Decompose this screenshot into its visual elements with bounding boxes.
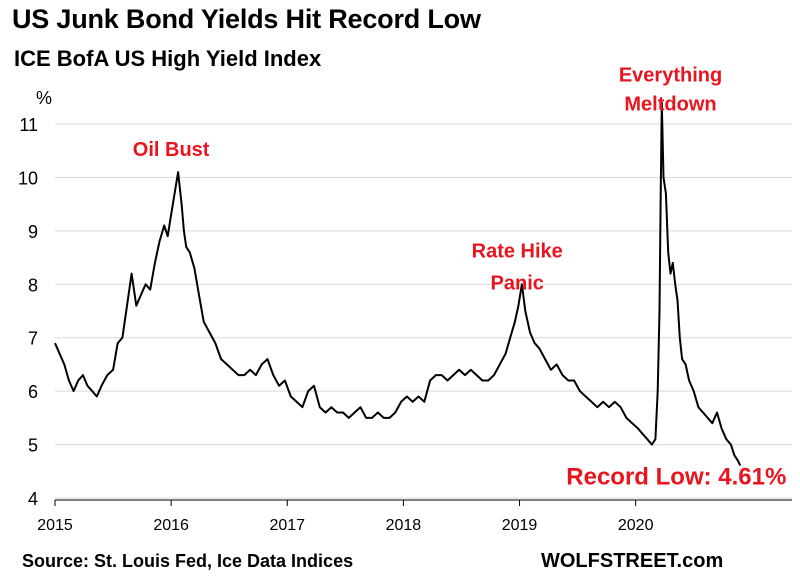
x-tick-label: 2018 [386, 517, 422, 534]
annotation-label: Panic [491, 273, 544, 295]
annotation-label: Record Low: 4.61% [566, 464, 786, 491]
x-tick-label: 2017 [269, 517, 305, 534]
annotation-label: Meltdown [624, 94, 716, 116]
y-tick-label: 11 [19, 115, 38, 135]
y-tick-label: 6 [28, 382, 38, 402]
y-tick-label: 5 [28, 436, 38, 456]
y-tick-label: 9 [28, 222, 38, 242]
annotations: Oil Bust Rate Hike Panic Everything Meltdown… [133, 64, 787, 490]
source-note: Source: St. Louis Fed, Ice Data Indices [22, 551, 354, 571]
chart-title: US Junk Bond Yields Hit Record Low [12, 4, 481, 34]
annotation-label: Oil Bust [133, 139, 210, 161]
x-tick-label: 2020 [618, 517, 654, 534]
annotation-label: Everything [619, 64, 722, 86]
y-tick-label: 4 [28, 489, 38, 509]
y-tick-label: 10 [18, 168, 38, 188]
brand-logo: WOLFSTREET.com [541, 550, 724, 572]
y-axis-label: % [36, 88, 52, 108]
axes: 4 5 6 7 8 9 10 11% 2015 2016 2017 2018 2019 2020 [18, 88, 792, 534]
y-tick-label: 8 [28, 275, 38, 295]
y-tick-label: 7 [28, 329, 38, 349]
series-line [54, 101, 742, 466]
series-layer [54, 101, 742, 466]
chart-subtitle: ICE BofA US High Yield Index [14, 46, 322, 71]
annotation-label: Rate Hike [472, 241, 563, 263]
grid-lines [55, 123, 792, 499]
x-tick-label: 2016 [153, 517, 189, 534]
x-tick-label: 2015 [37, 517, 73, 534]
x-tick-label: 2019 [502, 517, 538, 534]
